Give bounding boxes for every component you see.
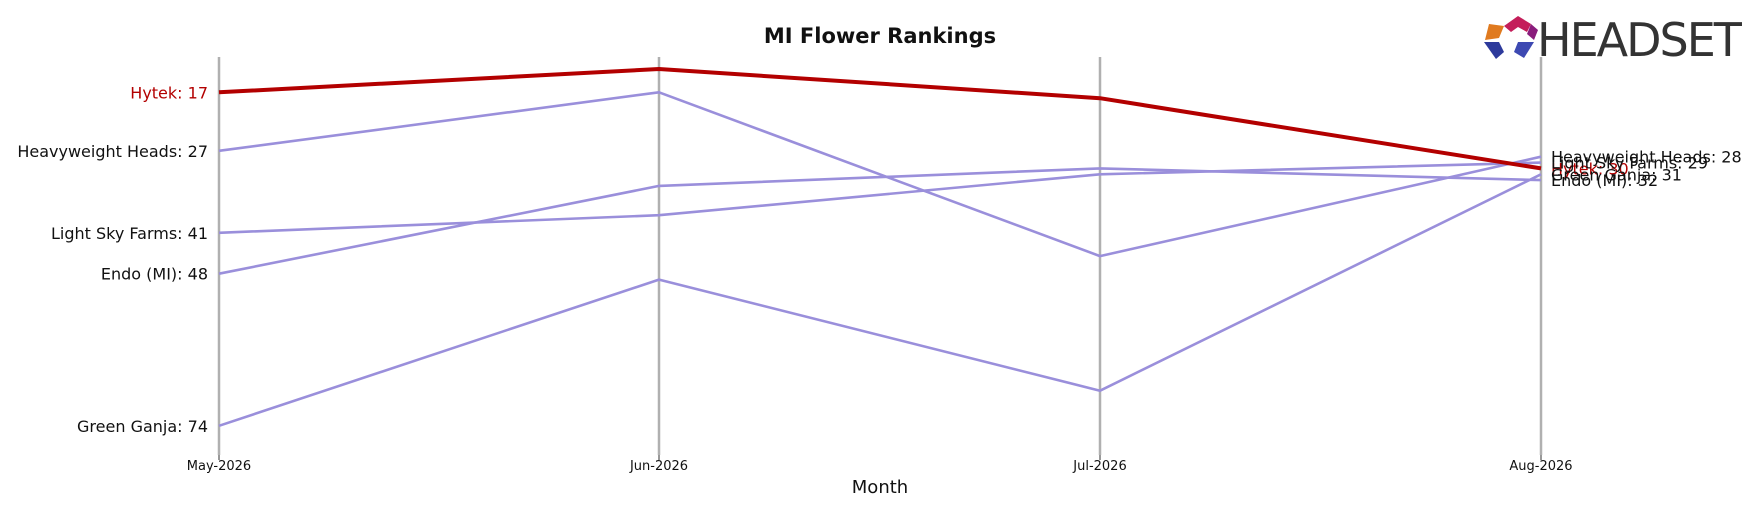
logo-mark-left xyxy=(1485,24,1504,40)
series-line xyxy=(218,167,1542,275)
logo-mark-bottom-right xyxy=(1514,42,1534,58)
series-line xyxy=(218,67,1542,171)
rank-label-left: Light Sky Farms: 41 xyxy=(51,224,208,243)
rank-label-left: Endo (MI): 48 xyxy=(101,265,208,284)
x-tick-label: Jul-2026 xyxy=(1072,459,1126,474)
series-line xyxy=(218,173,1542,428)
x-tick-label: May-2026 xyxy=(187,459,251,474)
rank-label-right: Heavyweight Heads: 28 xyxy=(1551,148,1742,167)
month-gridlines xyxy=(217,57,1543,460)
logo-wordmark: HEADSET xyxy=(1537,13,1743,67)
rank-label-right: Hytek: 30 xyxy=(1551,159,1629,178)
rank-label-left: Hytek: 17 xyxy=(130,83,208,102)
logo-mark-right xyxy=(1527,24,1538,40)
series-line xyxy=(218,91,1542,258)
rank-label-right: Light Sky Farms: 29 xyxy=(1551,154,1708,173)
headset-logo: HEADSET xyxy=(1484,13,1745,67)
logo-mark-bottom-left xyxy=(1484,42,1504,59)
x-tick-label: Jun-2026 xyxy=(629,459,688,474)
rank-label-right: Green Ganja: 31 xyxy=(1551,165,1682,184)
chart-title: MI Flower Rankings xyxy=(764,24,996,48)
rank-labels: Hytek: 17 Hytek: 30 Heavyweight Heads: 27 H… xyxy=(17,83,1742,436)
x-tick-label: Aug-2026 xyxy=(1509,459,1572,474)
logo-mark-top xyxy=(1504,16,1531,32)
x-axis-label: Month xyxy=(852,477,908,498)
rank-label-right: Endo (MI): 32 xyxy=(1551,171,1658,190)
series-line xyxy=(218,161,1542,235)
x-tick-labels: May-2026 Jun-2026 Jul-2026 Aug-2026 xyxy=(187,459,1573,474)
rank-label-left: Green Ganja: 74 xyxy=(77,417,208,436)
series-lines xyxy=(218,67,1542,428)
rank-label-left: Heavyweight Heads: 27 xyxy=(17,142,208,161)
